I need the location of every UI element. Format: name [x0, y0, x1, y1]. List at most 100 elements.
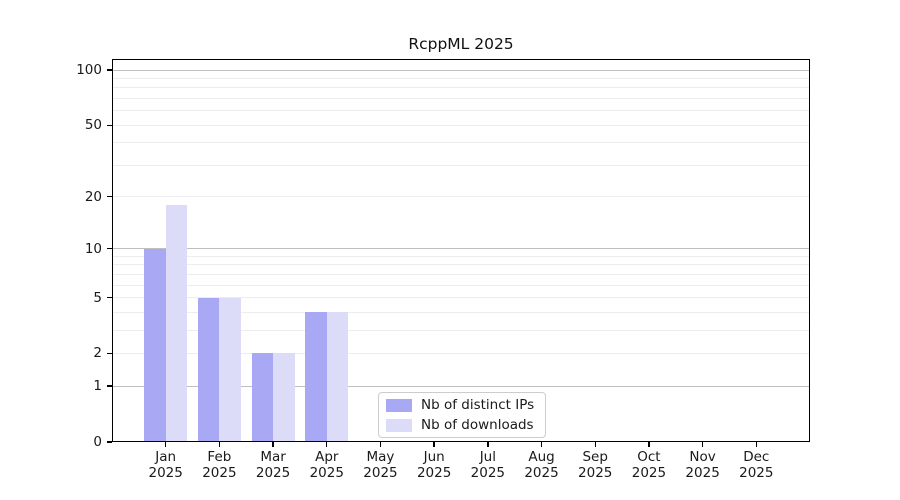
y-axis-tick: [107, 385, 112, 387]
gridline-minor: [113, 142, 809, 144]
gridline-minor: [113, 98, 809, 100]
x-label-month: Aug: [528, 449, 555, 465]
bar-downloads-mar: [273, 353, 295, 441]
gridline-minor: [113, 264, 809, 266]
plot-border: [112, 59, 810, 442]
y-axis-label: 5: [93, 289, 102, 306]
x-axis-tick: [272, 442, 274, 447]
x-axis-tick: [755, 442, 757, 447]
gridline-major: [113, 385, 809, 387]
x-label-month: May: [366, 449, 395, 465]
gridline-minor: [113, 284, 809, 286]
y-axis-label: 10: [84, 240, 102, 257]
legend-swatch-downloads: [386, 418, 412, 432]
legend-label: Nb of downloads: [421, 417, 534, 433]
x-label-year: 2025: [416, 465, 452, 481]
x-label-month: Feb: [207, 449, 232, 465]
legend-item: Nb of distinct IPs: [386, 397, 538, 413]
x-axis-label: Nov 2025: [671, 449, 735, 481]
x-label-month: Oct: [637, 449, 661, 465]
x-label-month: Jan: [155, 449, 177, 465]
gridline-major: [113, 69, 809, 71]
x-label-month: Jun: [423, 449, 445, 465]
x-label-year: 2025: [470, 465, 506, 481]
x-axis-label: Sep 2025: [563, 449, 627, 481]
gridline-minor: [113, 164, 809, 166]
bar-ips-jan: [144, 248, 166, 441]
x-label-month: Nov: [689, 449, 716, 465]
x-label-year: 2025: [363, 465, 398, 481]
chart-title: RcppML 2025: [408, 35, 514, 53]
y-axis-label: 1: [93, 378, 102, 395]
x-axis-tick: [164, 442, 167, 447]
y-axis-tick: [107, 196, 112, 198]
legend-item: Nb of downloads: [386, 417, 538, 433]
x-axis-tick: [487, 442, 489, 447]
gridline-minor: [113, 78, 809, 80]
x-axis-tick: [218, 442, 221, 447]
x-label-month: Sep: [582, 449, 608, 465]
y-axis-tick: [107, 296, 112, 299]
x-axis-tick: [326, 442, 328, 447]
x-axis-label: Jan 2025: [134, 449, 198, 481]
x-axis-label: May 2025: [348, 449, 412, 481]
gridline-major: [113, 248, 809, 250]
y-axis-label: 2: [93, 345, 102, 362]
x-axis-label: Jul 2025: [456, 449, 520, 481]
bar-downloads-apr: [326, 312, 349, 441]
y-axis-label: 20: [84, 188, 102, 205]
x-label-year: 2025: [631, 465, 667, 481]
x-axis-label: Feb 2025: [187, 449, 251, 481]
y-axis-tick: [107, 441, 112, 443]
x-axis-tick: [648, 442, 650, 447]
x-label-year: 2025: [685, 465, 720, 481]
gridline-minor: [113, 352, 809, 354]
bar-downloads-feb: [219, 297, 241, 441]
gridline-minor: [113, 87, 809, 89]
x-label-month: Dec: [743, 449, 770, 465]
gridline-minor: [113, 110, 809, 112]
x-label-year: 2025: [148, 465, 183, 481]
bar-downloads-jan: [165, 204, 188, 441]
bar-ips-mar: [251, 353, 274, 441]
y-axis-tick: [107, 124, 112, 126]
gridline-minor: [113, 273, 809, 275]
x-axis-label: Aug 2025: [510, 449, 574, 481]
gridline-minor: [113, 124, 809, 126]
x-axis-tick: [379, 442, 382, 447]
legend-label: Nb of distinct IPs: [421, 397, 535, 413]
legend-swatch-ips: [386, 398, 412, 412]
x-label-year: 2025: [739, 465, 774, 481]
x-label-year: 2025: [202, 465, 237, 481]
y-axis-tick: [107, 69, 112, 71]
x-axis-tick: [594, 442, 596, 447]
x-axis-label: Dec 2025: [724, 449, 788, 481]
x-axis-tick: [540, 442, 543, 447]
x-label-year: 2025: [255, 465, 291, 481]
y-axis-label: 50: [84, 117, 102, 134]
x-axis-tick: [701, 442, 704, 447]
bar-ips-feb: [197, 297, 220, 441]
x-label-year: 2025: [578, 465, 613, 481]
y-axis-tick: [107, 352, 112, 355]
gridline-minor: [113, 255, 809, 257]
x-label-month: Mar: [260, 449, 286, 465]
bar-ips-apr: [305, 312, 327, 441]
x-axis-tick: [433, 442, 435, 447]
gridline-minor: [113, 329, 809, 331]
y-axis-label: 100: [76, 62, 102, 79]
x-label-year: 2025: [524, 465, 559, 481]
x-label-year: 2025: [309, 465, 344, 481]
gridline-minor: [113, 196, 809, 198]
x-axis-label: Jun 2025: [402, 449, 466, 481]
x-label-month: Apr: [315, 449, 339, 465]
x-axis-label: Apr 2025: [295, 449, 359, 481]
y-axis-label: 0: [93, 434, 102, 450]
gridline-minor: [113, 297, 809, 299]
x-axis-label: Oct 2025: [617, 449, 681, 481]
legend: Nb of distinct IPs Nb of downloads: [378, 392, 546, 438]
gridline-minor: [113, 311, 809, 313]
x-axis-label: Mar 2025: [241, 449, 305, 481]
x-label-month: Jul: [479, 449, 496, 465]
